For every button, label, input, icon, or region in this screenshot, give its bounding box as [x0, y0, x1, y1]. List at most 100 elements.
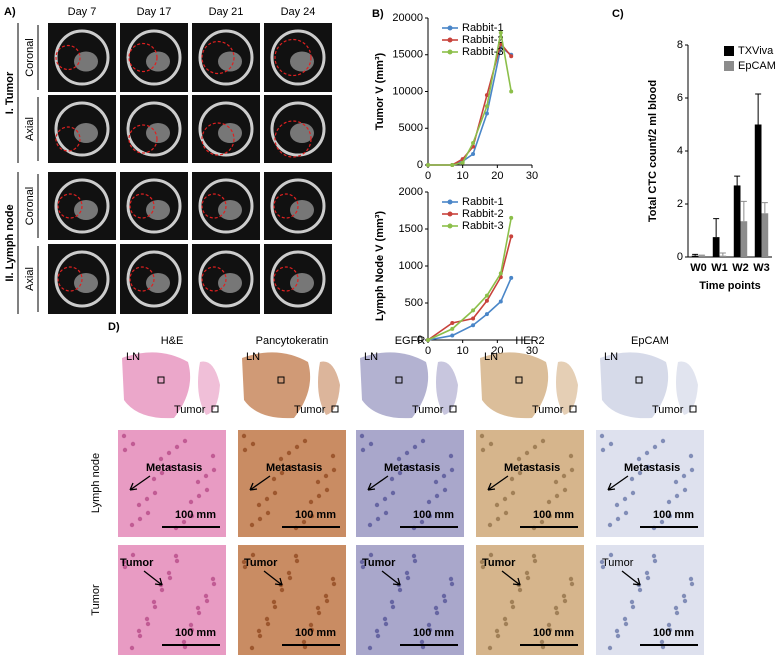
nucleus — [629, 599, 635, 605]
bar — [712, 237, 720, 257]
nucleus — [181, 519, 187, 525]
nucleus — [427, 627, 433, 633]
series-line — [428, 46, 512, 166]
tissue-section — [122, 352, 191, 419]
nucleus — [137, 633, 143, 639]
nucleus — [308, 622, 314, 628]
nucleus — [615, 633, 621, 639]
y-tick-label: 6 — [677, 92, 683, 104]
roi-circle — [274, 120, 312, 158]
ct-anatomy — [218, 123, 242, 143]
nucleus — [210, 576, 216, 582]
ct-anatomy — [218, 273, 242, 293]
ct-anatomy — [218, 200, 242, 220]
nucleus — [644, 570, 650, 576]
point — [471, 151, 476, 156]
arrow — [607, 475, 629, 491]
nucleus — [509, 599, 515, 605]
roi-circle — [57, 266, 83, 292]
tumor-label: Tumor — [174, 404, 206, 416]
nucleus — [623, 510, 629, 516]
stain-label: H&E — [161, 335, 184, 347]
roi-circle — [201, 40, 235, 75]
tumor-label: Tumor — [244, 557, 278, 569]
legend-swatch — [724, 61, 734, 71]
nucleus — [316, 610, 322, 616]
nucleus — [599, 559, 605, 565]
nucleus — [666, 499, 672, 505]
legend-marker — [447, 25, 453, 31]
nucleus — [608, 441, 614, 447]
panel-label: B) — [372, 8, 384, 20]
nucleus — [419, 639, 425, 645]
nucleus — [301, 519, 307, 525]
nucleus — [645, 575, 651, 581]
nucleus — [637, 470, 643, 476]
row-label: Lymph node — [90, 453, 102, 513]
point — [426, 163, 430, 167]
point — [426, 338, 430, 342]
nucleus — [441, 593, 447, 599]
y-axis-label: Tumor V (mm³) — [374, 52, 386, 130]
nucleus — [561, 473, 567, 479]
y-tick-label: 2 — [677, 198, 683, 210]
x-axis-label: Time points — [699, 280, 761, 292]
nucleus — [151, 599, 157, 605]
nucleus — [242, 447, 248, 453]
nucleus — [502, 616, 508, 622]
ct-anatomy — [74, 51, 98, 72]
nucleus — [651, 553, 657, 559]
point — [471, 140, 476, 145]
y-tick-label: 0 — [417, 334, 423, 346]
roi-circle — [55, 126, 81, 152]
nucleus — [405, 575, 411, 581]
row-label: Tumor — [90, 584, 102, 616]
nucleus — [324, 487, 330, 493]
nucleus — [250, 552, 256, 558]
nucleus — [494, 502, 500, 508]
x-tick-label: 30 — [526, 345, 538, 357]
ct-anatomy — [126, 101, 182, 157]
day-label: Day 24 — [281, 6, 316, 18]
nucleus — [405, 464, 411, 470]
nucleus — [667, 627, 673, 633]
point — [460, 160, 465, 165]
nucleus — [271, 476, 277, 482]
legend-label: Rabbit-1 — [462, 22, 504, 34]
nucleus — [636, 456, 642, 462]
y-tick-label: 5000 — [399, 122, 423, 134]
nucleus — [495, 633, 501, 639]
nucleus — [681, 473, 687, 479]
nucleus — [166, 450, 172, 456]
view-label: Coronal — [24, 187, 36, 226]
point — [450, 163, 455, 167]
nucleus — [137, 516, 143, 522]
nucleus — [517, 470, 523, 476]
nucleus — [195, 479, 201, 485]
nucleus — [136, 628, 142, 634]
nucleus — [151, 476, 157, 482]
roi-circle — [128, 124, 158, 154]
nucleus — [167, 575, 173, 581]
nucleus — [674, 493, 680, 499]
point — [498, 299, 503, 304]
ct-anatomy — [146, 273, 170, 293]
ln-label: LN — [484, 351, 498, 363]
panel-label: C) — [612, 8, 624, 20]
nucleus — [681, 593, 687, 599]
bar — [754, 124, 762, 257]
roi-circle — [274, 38, 312, 77]
nucleus — [122, 447, 128, 453]
nucleus — [426, 622, 432, 628]
nucleus — [360, 447, 366, 453]
nucleus — [316, 493, 322, 499]
series-line — [428, 42, 512, 166]
nucleus — [122, 564, 128, 570]
roi-circle — [57, 193, 83, 219]
nucleus — [383, 510, 389, 516]
nucleus — [623, 621, 629, 627]
error-bar — [719, 252, 726, 256]
nucleus — [442, 598, 448, 604]
nucleus — [390, 490, 396, 496]
ct-anatomy — [270, 250, 326, 308]
